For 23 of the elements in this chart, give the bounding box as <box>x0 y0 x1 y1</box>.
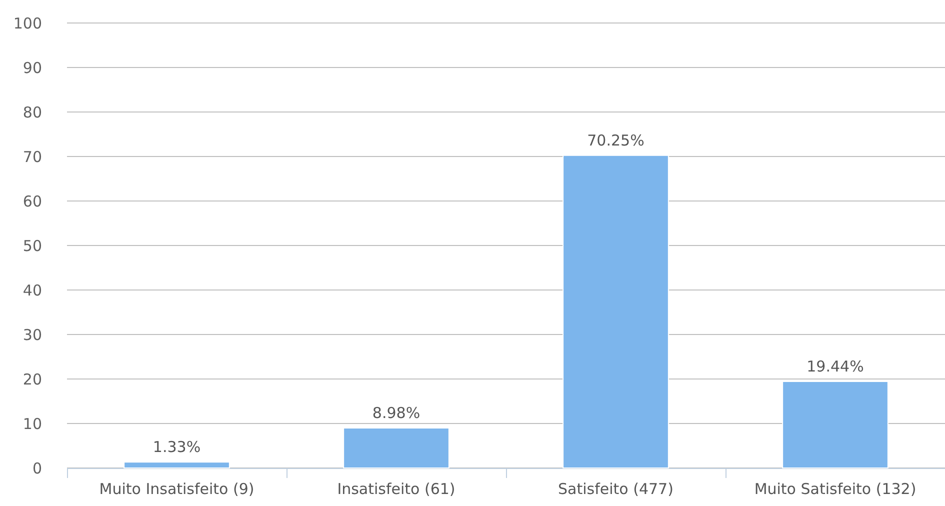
y-tick-label: 100 <box>13 14 42 32</box>
data-label: 19.44% <box>806 357 864 376</box>
data-label: 1.33% <box>152 438 201 456</box>
y-tick-label: 50 <box>22 236 42 255</box>
bar <box>782 380 888 468</box>
x-tick-label: Muito Satisfeito (132) <box>754 480 916 498</box>
y-tick-label: 10 <box>22 414 42 433</box>
bar <box>562 154 669 468</box>
x-tick-label: Insatisfeito (61) <box>337 480 456 498</box>
y-tick-label: 70 <box>22 148 42 166</box>
x-tick-label: Muito Insatisfeito (9) <box>99 480 254 498</box>
y-tick-label: 90 <box>22 58 42 77</box>
bar <box>343 428 450 468</box>
bar <box>124 462 230 468</box>
y-tick-label: 80 <box>22 103 42 122</box>
y-tick-label: 0 <box>32 459 42 478</box>
y-tick-label: 60 <box>22 192 42 210</box>
y-tick-label: 40 <box>22 281 42 300</box>
y-tick-label: 20 <box>22 370 42 388</box>
x-tick-label: Satisfeito (477) <box>558 480 674 498</box>
data-label: 70.25% <box>587 131 644 150</box>
y-tick-label: 30 <box>22 326 42 344</box>
data-label: 8.98% <box>372 404 420 422</box>
